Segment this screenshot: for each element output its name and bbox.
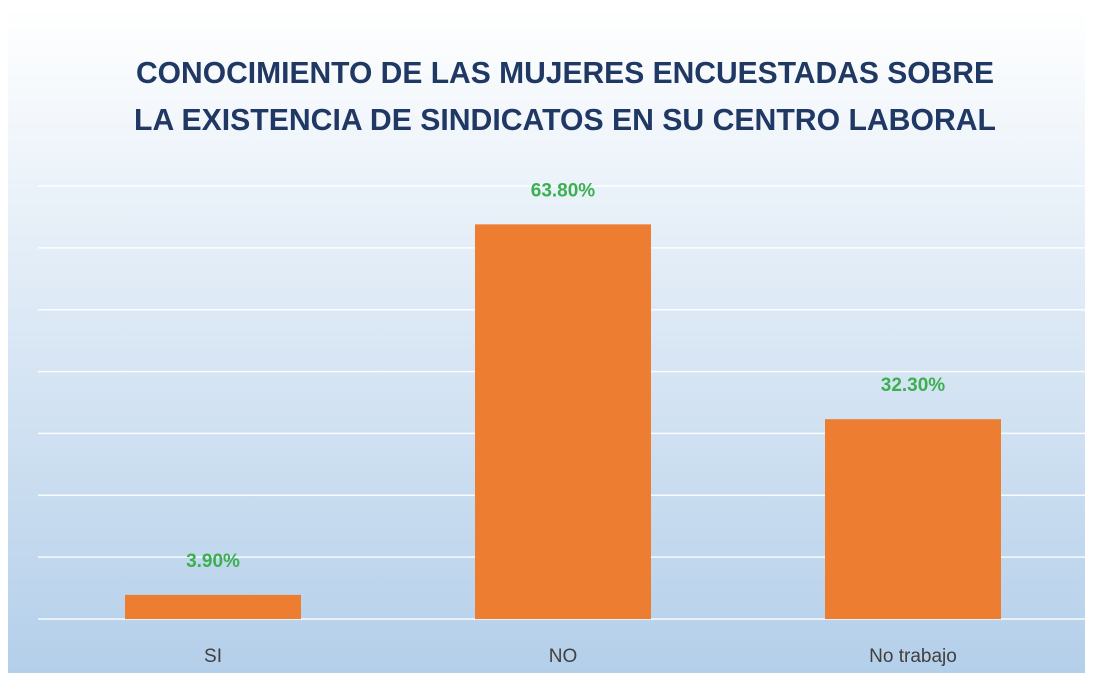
chart-title: LA EXISTENCIA DE SINDICATOS EN SU CENTRO… <box>134 102 996 137</box>
bar <box>825 419 1001 619</box>
data-label: 3.90% <box>186 551 240 572</box>
x-tick-label: No trabajo <box>869 646 957 667</box>
x-tick-label: SI <box>204 646 222 667</box>
bar <box>125 594 301 619</box>
x-tick-label: NO <box>549 646 578 667</box>
data-label: 63.80% <box>531 180 596 201</box>
data-label: 32.30% <box>881 375 946 396</box>
chart-title: CONOCIMIENTO DE LAS MUJERES ENCUESTADAS … <box>136 55 994 90</box>
bar <box>475 224 651 619</box>
